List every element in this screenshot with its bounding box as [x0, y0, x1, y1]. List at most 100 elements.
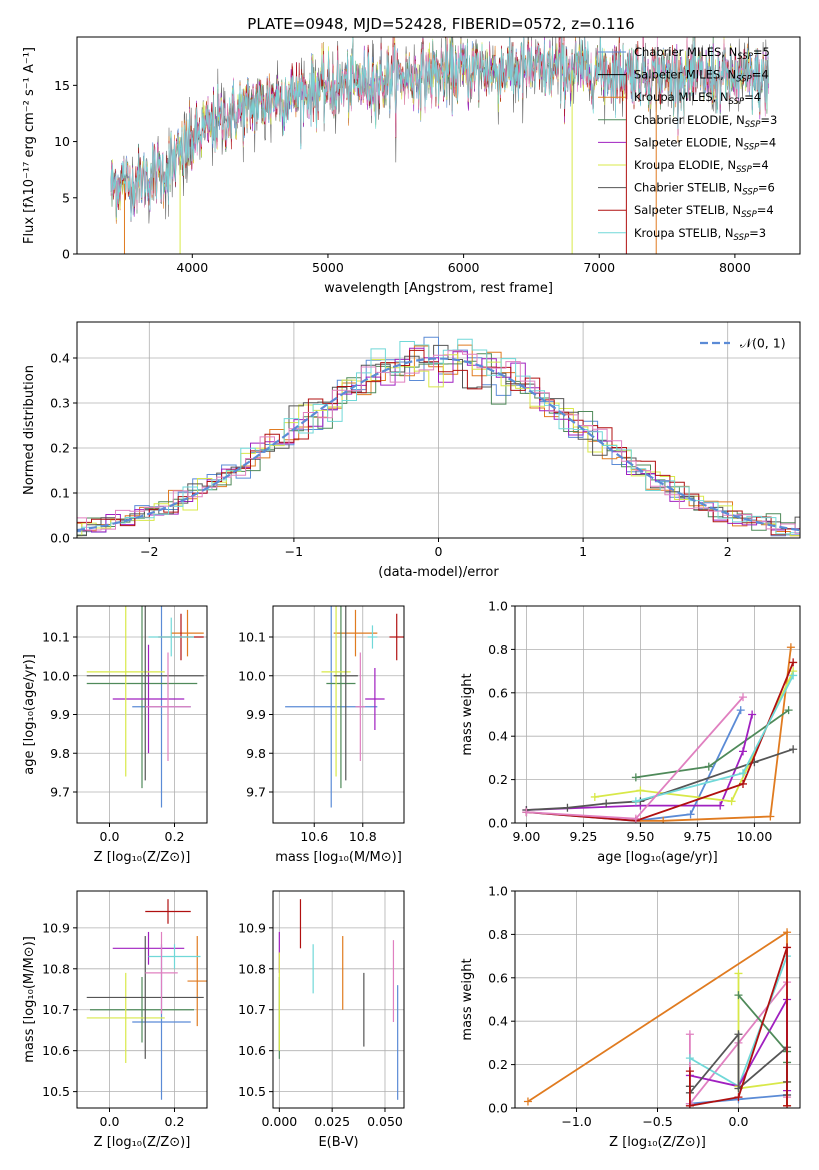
legend-rest: =4 [757, 203, 774, 217]
plot-area-mass_vs_Z [86, 899, 207, 1100]
x-tick-label: 10.6 [300, 829, 328, 844]
y-tick-label: 1.0 [488, 884, 508, 899]
plot-area-age_vs_Z [86, 606, 204, 808]
weight-marker [734, 1093, 743, 1102]
legend-rest: =4 [759, 135, 776, 149]
legend-sub: SSP [736, 165, 752, 175]
y-tick-label: 10.1 [238, 630, 266, 645]
y-tick-label: 10.0 [238, 668, 266, 683]
weight-marker [789, 671, 798, 680]
x-tick-label: 1 [579, 544, 587, 559]
histograms [77, 336, 800, 537]
x-axis-label: age [log₁₀(age/yr)] [597, 850, 718, 865]
x-tick-label: −1.0 [561, 1114, 591, 1129]
y-tick-label: 0.4 [50, 351, 70, 366]
y-axis-label: mass [log₁₀(M/M⊙)] [22, 936, 37, 1063]
legend-rest: =6 [758, 181, 775, 195]
weight-marker [523, 1097, 532, 1106]
plot-area-mass_vs_ebv [278, 899, 399, 1100]
legend-sub: SSP [741, 210, 757, 220]
y-axis-label: mass weight [460, 958, 475, 1040]
x-axis-label: Z [log₁₀(Z/Z⊙)] [94, 850, 191, 865]
y-tick-label: 0.2 [488, 1057, 508, 1072]
y-tick-label: 10.9 [42, 920, 70, 935]
weight-marker [734, 991, 743, 1000]
y-tick-label: 10.8 [238, 961, 266, 976]
x-axis-label: E(B-V) [318, 1135, 358, 1150]
x-axis-label: Z [log₁₀(Z/Z⊙)] [94, 1135, 191, 1150]
weight-marker [734, 1030, 743, 1039]
weight-marker [734, 969, 743, 978]
legend-sub: SSP [742, 188, 758, 198]
y-tick-label: 0.4 [488, 1014, 508, 1029]
weight-marker [783, 928, 792, 937]
weight-marker [685, 1030, 694, 1039]
axes-frame [514, 605, 801, 824]
weight-marker [783, 1101, 792, 1108]
weight-marker [783, 943, 792, 952]
weight-marker [786, 643, 795, 652]
weight-marker [631, 814, 640, 823]
errorbars [285, 606, 404, 808]
x-axis-label: (data-model)/error [378, 565, 499, 580]
plot-area-residuals [77, 336, 800, 537]
x-tick-label: 0.0 [100, 1114, 120, 1129]
x-tick-label: 5000 [312, 260, 344, 275]
weight-line [526, 662, 795, 822]
legend-sub: SSP [744, 142, 760, 152]
x-tick-label: 0.2 [165, 829, 185, 844]
x-tick-label: 0.025 [314, 1114, 350, 1129]
figure-title: PLATE=0948, MJD=52428, FIBERID=0572, z=0… [247, 15, 634, 33]
weight-marker [686, 810, 695, 819]
y-tick-label: 0.2 [488, 772, 508, 787]
legend-sub: SSP [729, 97, 745, 107]
y-tick-label: 0.0 [50, 531, 70, 546]
axes-age_vs_mass: 10.6 10.8 9.7 9.8 9.9 10.0 10.1 mass [log₁₀(M/M… [238, 605, 405, 865]
plot-area-weight_vs_Z [523, 928, 792, 1108]
legend-rest: =3 [749, 226, 766, 240]
plot-area-age_vs_mass [285, 606, 404, 808]
plot-area-spectrum [110, 37, 769, 254]
legend-entry: Chabrier MILES, NSSP=5 [634, 45, 770, 62]
legend-sub: SSP [745, 120, 761, 130]
weight-marker [631, 797, 640, 806]
legend-rest: =4 [752, 68, 769, 82]
x-tick-label: 0.0 [729, 1114, 749, 1129]
y-axis-label: Flux [fλ10⁻¹⁷ erg cm⁻² s⁻¹ A⁻¹] [22, 47, 37, 244]
y-tick-label: 0.0 [488, 816, 508, 831]
legend-entry: Chabrier STELIB, NSSP=6 [634, 181, 775, 198]
axes-age_vs_Z: 0.0 0.2 9.7 9.8 9.9 10.0 10.1 Z [log₁₀(Z/Z⊙)] ag… [22, 605, 208, 865]
axes-spectrum: 4000 5000 6000 7000 8000 0 5 10 15 wavelength [An… [22, 36, 801, 296]
histogram-salpeter_stelib [77, 349, 800, 536]
y-axis-label: mass weight [460, 673, 475, 755]
y-tick-label: 1.0 [488, 599, 508, 614]
weight-marker [685, 1101, 694, 1108]
weight-marker [522, 808, 531, 817]
spectrum-lines [110, 37, 769, 254]
legend-entry: Chabrier ELODIE, NSSP=3 [634, 113, 777, 130]
weight-line [635, 674, 795, 803]
legend-entry: 𝒩(0, 1) [740, 336, 786, 351]
x-tick-label: 7000 [583, 260, 615, 275]
axes-frame [76, 36, 801, 255]
weight-marker [659, 816, 668, 823]
weight-marker [739, 769, 747, 778]
errorbars [278, 899, 399, 1100]
weight-marker [736, 706, 745, 715]
histogram-pink [77, 350, 800, 534]
y-tick-label: 15 [54, 78, 70, 93]
weight-marker [631, 773, 640, 782]
y-tick-label: 9.9 [50, 707, 70, 722]
errorbars [86, 606, 204, 808]
y-tick-label: 10.0 [42, 668, 70, 683]
y-tick-label: 9.7 [246, 785, 266, 800]
y-tick-label: 0.1 [50, 486, 70, 501]
weight-lines [522, 643, 798, 823]
weight-lines [523, 928, 792, 1108]
axes-frame [76, 890, 208, 1109]
legend-sub: SSP [734, 233, 750, 243]
y-tick-label: 0.8 [488, 642, 508, 657]
weight-line [635, 709, 790, 779]
legend-rest: =4 [752, 158, 769, 172]
legend: Chabrier MILES, NSSP=5 Salpeter MILES, NS… [598, 45, 777, 243]
